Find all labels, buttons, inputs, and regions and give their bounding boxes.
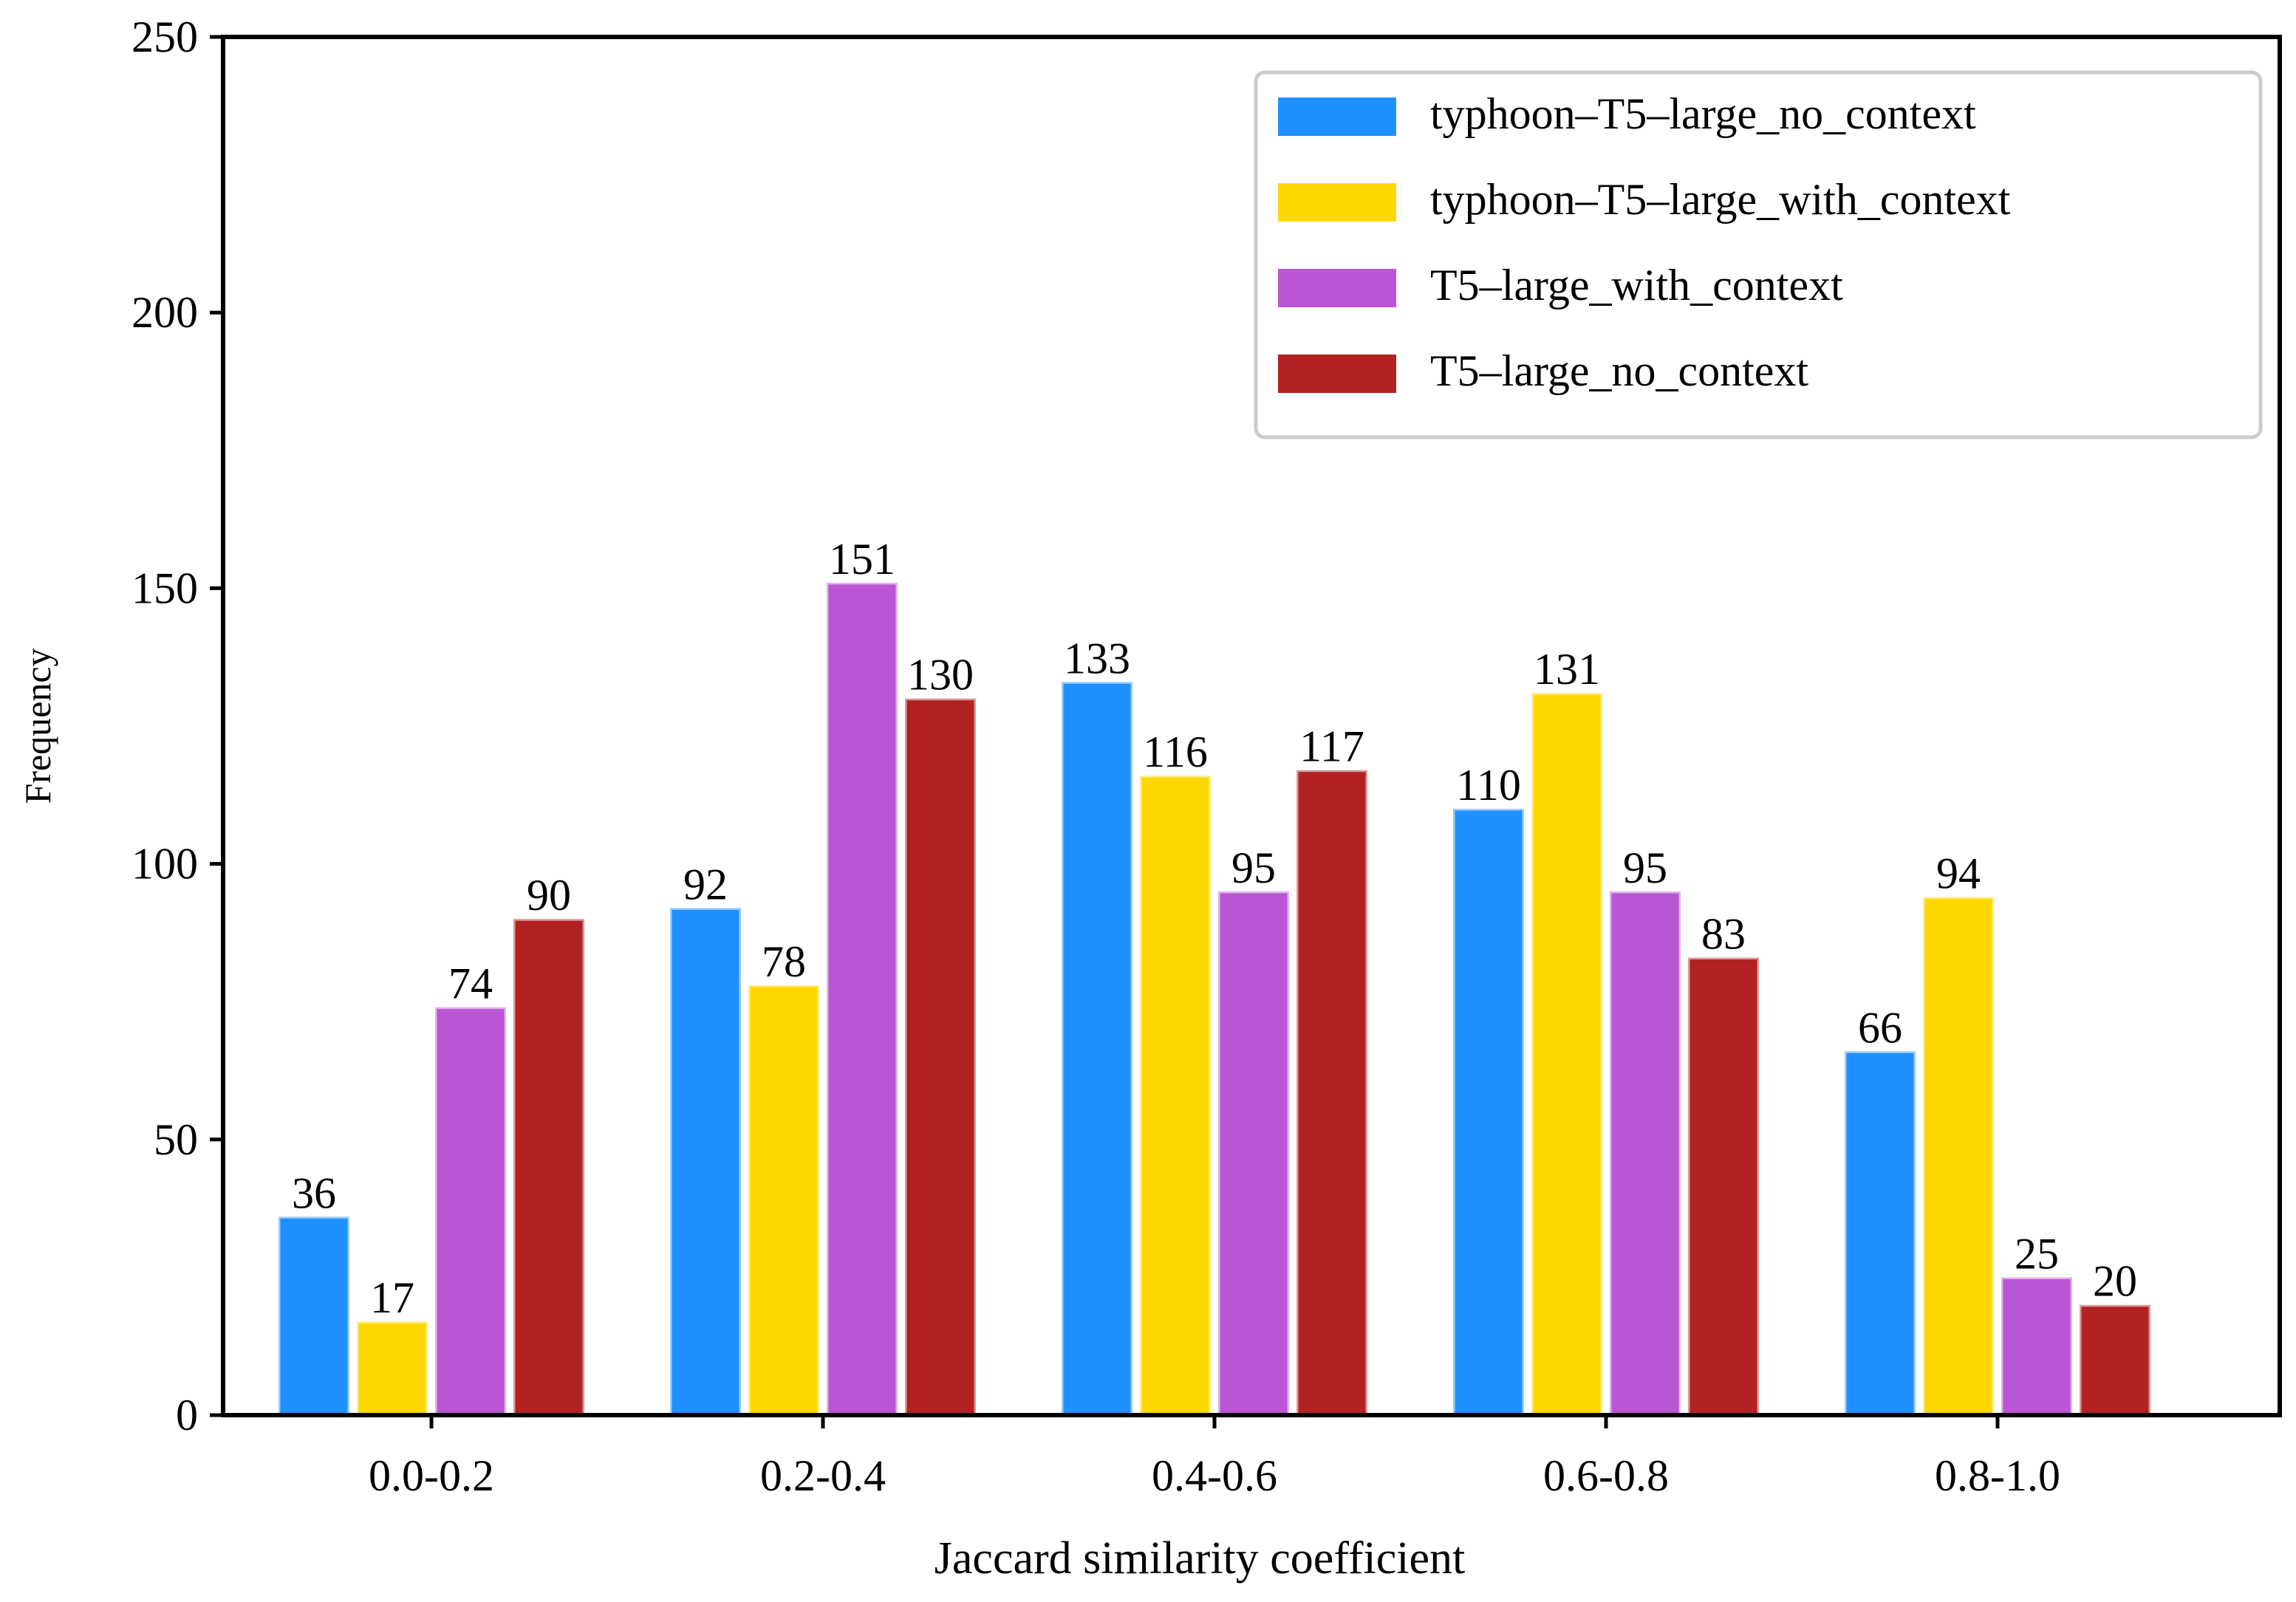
data-label: 131 bbox=[1534, 645, 1600, 694]
bar bbox=[824, 581, 900, 1417]
bar bbox=[1686, 955, 1761, 1417]
y-tick-label: 200 bbox=[131, 288, 198, 337]
legend: typhoon–T5–large_no_context typhoon–T5–la… bbox=[1254, 70, 2263, 439]
legend-label: T5–large_with_context bbox=[1430, 261, 1843, 309]
bar bbox=[746, 983, 821, 1417]
data-label: 130 bbox=[907, 651, 974, 699]
bar bbox=[1294, 768, 1370, 1417]
bar bbox=[433, 1005, 508, 1417]
data-label: 74 bbox=[448, 959, 493, 1008]
y-axis-ticks: 0 50 100 150 200 250 bbox=[131, 13, 223, 1440]
data-label: 20 bbox=[2093, 1257, 2137, 1306]
y-tick-label: 250 bbox=[131, 13, 198, 61]
data-label: 95 bbox=[1623, 843, 1667, 892]
legend-swatch bbox=[1278, 269, 1396, 307]
y-tick-label: 50 bbox=[154, 1115, 198, 1164]
bar bbox=[511, 917, 587, 1417]
x-tick-label: 0.6-0.8 bbox=[1543, 1451, 1669, 1500]
y-axis-title: Frequency bbox=[17, 648, 58, 804]
legend-label: T5–large_no_context bbox=[1430, 346, 1808, 395]
data-label: 83 bbox=[1701, 909, 1746, 958]
x-axis-title: Jaccard similarity coefficient bbox=[935, 1533, 1465, 1584]
bar bbox=[1529, 691, 1605, 1417]
y-tick-label: 150 bbox=[131, 564, 198, 612]
data-label: 116 bbox=[1143, 728, 1208, 776]
legend-swatch bbox=[1278, 97, 1396, 136]
y-tick-label: 100 bbox=[131, 840, 198, 889]
data-label: 110 bbox=[1456, 761, 1521, 809]
legend-swatch bbox=[1278, 183, 1396, 222]
data-label: 151 bbox=[829, 535, 895, 583]
bars bbox=[276, 581, 2153, 1417]
bar bbox=[1999, 1275, 2074, 1417]
bar bbox=[355, 1319, 430, 1417]
data-label: 117 bbox=[1299, 722, 1364, 771]
bar bbox=[903, 696, 978, 1417]
data-label: 78 bbox=[762, 937, 806, 986]
data-label: 133 bbox=[1064, 634, 1130, 682]
data-label: 36 bbox=[292, 1168, 336, 1217]
bar bbox=[1842, 1049, 1918, 1417]
bar bbox=[1059, 680, 1135, 1417]
y-tick-label: 0 bbox=[176, 1391, 198, 1440]
x-axis-ticks: 0.0-0.2 0.2-0.4 0.4-0.6 0.6-0.8 0.8-1.0 bbox=[369, 1415, 2060, 1500]
bar bbox=[668, 906, 743, 1417]
data-label: 94 bbox=[1936, 849, 1981, 897]
bar bbox=[1451, 807, 1526, 1417]
legend-label: typhoon–T5–large_with_context bbox=[1430, 175, 2011, 224]
legend-label: typhoon–T5–large_no_context bbox=[1430, 89, 1976, 138]
data-label: 25 bbox=[2015, 1229, 2059, 1278]
x-tick-label: 0.2-0.4 bbox=[760, 1451, 886, 1500]
x-tick-label: 0.0-0.2 bbox=[369, 1451, 494, 1500]
legend-frame bbox=[1254, 70, 2263, 439]
bar bbox=[1138, 773, 1213, 1417]
data-label: 90 bbox=[527, 871, 571, 920]
data-label: 66 bbox=[1858, 1003, 1902, 1052]
bar bbox=[1921, 894, 1996, 1417]
data-labels: 36 17 74 90 92 78 151 130 133 116 95 117 110 131 95 83 6… bbox=[292, 535, 2137, 1322]
bar bbox=[1607, 889, 1683, 1417]
bar bbox=[1216, 889, 1291, 1417]
plot-frame bbox=[221, 35, 2282, 1417]
bar bbox=[2077, 1303, 2153, 1417]
x-tick-label: 0.4-0.6 bbox=[1152, 1451, 1277, 1500]
legend-swatch bbox=[1278, 355, 1396, 393]
data-label: 92 bbox=[683, 860, 728, 908]
data-label: 95 bbox=[1231, 843, 1276, 892]
data-label: 17 bbox=[370, 1273, 414, 1322]
x-tick-label: 0.8-1.0 bbox=[1935, 1451, 2060, 1500]
bar bbox=[276, 1214, 352, 1417]
